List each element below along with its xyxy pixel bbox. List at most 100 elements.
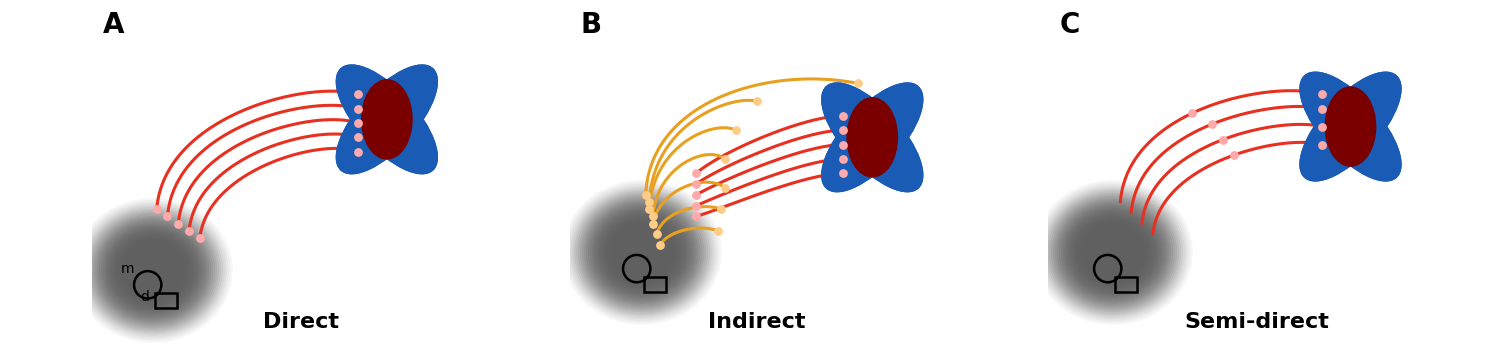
Ellipse shape bbox=[106, 228, 200, 313]
Ellipse shape bbox=[134, 253, 172, 288]
Ellipse shape bbox=[336, 65, 438, 174]
Ellipse shape bbox=[147, 265, 159, 276]
Text: A: A bbox=[104, 12, 125, 39]
Point bbox=[710, 206, 734, 212]
Ellipse shape bbox=[620, 231, 666, 274]
Ellipse shape bbox=[602, 216, 682, 289]
Ellipse shape bbox=[1052, 196, 1174, 309]
Ellipse shape bbox=[576, 193, 708, 312]
Ellipse shape bbox=[1092, 233, 1134, 272]
Ellipse shape bbox=[1040, 186, 1187, 319]
Text: d: d bbox=[141, 290, 150, 304]
Ellipse shape bbox=[141, 260, 165, 281]
Ellipse shape bbox=[98, 219, 208, 321]
Point bbox=[1210, 137, 1234, 143]
Ellipse shape bbox=[603, 217, 681, 288]
Point bbox=[684, 214, 708, 219]
Ellipse shape bbox=[146, 263, 160, 278]
Ellipse shape bbox=[1108, 249, 1118, 256]
Ellipse shape bbox=[126, 246, 180, 295]
Point bbox=[723, 127, 747, 133]
Point bbox=[846, 81, 870, 86]
Point bbox=[831, 156, 855, 162]
Ellipse shape bbox=[130, 249, 177, 292]
Point bbox=[1310, 106, 1334, 112]
Point bbox=[640, 214, 664, 219]
Ellipse shape bbox=[1094, 235, 1132, 270]
Ellipse shape bbox=[1078, 221, 1148, 284]
Ellipse shape bbox=[596, 210, 688, 295]
Ellipse shape bbox=[1044, 189, 1182, 316]
Ellipse shape bbox=[148, 267, 158, 274]
Ellipse shape bbox=[822, 83, 922, 192]
Ellipse shape bbox=[1047, 193, 1179, 312]
Ellipse shape bbox=[1080, 222, 1146, 282]
Ellipse shape bbox=[1100, 240, 1126, 265]
Point bbox=[346, 134, 370, 140]
Ellipse shape bbox=[1104, 244, 1124, 261]
Point bbox=[1310, 142, 1334, 147]
Point bbox=[705, 228, 729, 234]
Ellipse shape bbox=[634, 245, 650, 260]
Ellipse shape bbox=[597, 212, 687, 293]
Ellipse shape bbox=[579, 195, 706, 310]
Ellipse shape bbox=[86, 209, 220, 332]
Ellipse shape bbox=[1059, 203, 1167, 301]
Ellipse shape bbox=[638, 249, 646, 256]
Ellipse shape bbox=[1072, 216, 1154, 289]
Ellipse shape bbox=[108, 230, 198, 311]
Ellipse shape bbox=[1326, 87, 1376, 166]
Ellipse shape bbox=[140, 258, 166, 283]
Ellipse shape bbox=[1300, 72, 1401, 181]
Text: Direct: Direct bbox=[262, 312, 339, 331]
Ellipse shape bbox=[1058, 201, 1168, 303]
Ellipse shape bbox=[1065, 209, 1161, 296]
Ellipse shape bbox=[1095, 236, 1131, 268]
Point bbox=[831, 127, 855, 133]
Ellipse shape bbox=[614, 226, 670, 279]
Ellipse shape bbox=[1071, 214, 1155, 291]
Ellipse shape bbox=[616, 230, 668, 275]
Ellipse shape bbox=[81, 205, 225, 335]
Ellipse shape bbox=[570, 187, 714, 317]
Ellipse shape bbox=[1068, 212, 1158, 293]
Text: Indirect: Indirect bbox=[708, 312, 806, 331]
Point bbox=[1180, 110, 1204, 116]
Ellipse shape bbox=[1046, 191, 1180, 314]
Point bbox=[638, 206, 662, 212]
Ellipse shape bbox=[1060, 205, 1166, 300]
Ellipse shape bbox=[336, 65, 438, 174]
Ellipse shape bbox=[573, 189, 711, 316]
Ellipse shape bbox=[144, 262, 164, 279]
Ellipse shape bbox=[111, 232, 195, 309]
Ellipse shape bbox=[1300, 72, 1401, 181]
Ellipse shape bbox=[822, 83, 922, 192]
Point bbox=[156, 214, 180, 219]
Ellipse shape bbox=[87, 211, 219, 330]
Ellipse shape bbox=[582, 198, 702, 307]
Point bbox=[144, 206, 168, 212]
Point bbox=[177, 228, 201, 234]
Ellipse shape bbox=[84, 207, 222, 334]
Ellipse shape bbox=[590, 205, 694, 300]
Ellipse shape bbox=[609, 222, 675, 282]
Ellipse shape bbox=[128, 248, 178, 293]
Ellipse shape bbox=[628, 240, 656, 265]
Ellipse shape bbox=[118, 239, 188, 302]
Ellipse shape bbox=[92, 214, 214, 327]
Point bbox=[640, 221, 664, 227]
Ellipse shape bbox=[621, 233, 663, 272]
Ellipse shape bbox=[584, 200, 700, 305]
Ellipse shape bbox=[117, 237, 190, 304]
Ellipse shape bbox=[112, 234, 194, 307]
Ellipse shape bbox=[90, 213, 218, 328]
Ellipse shape bbox=[99, 221, 207, 319]
Text: B: B bbox=[580, 12, 602, 39]
Ellipse shape bbox=[120, 240, 186, 300]
Ellipse shape bbox=[1300, 72, 1401, 181]
Point bbox=[346, 91, 370, 97]
Point bbox=[1310, 124, 1334, 130]
Ellipse shape bbox=[362, 80, 413, 159]
Ellipse shape bbox=[847, 98, 897, 177]
Ellipse shape bbox=[80, 204, 226, 337]
